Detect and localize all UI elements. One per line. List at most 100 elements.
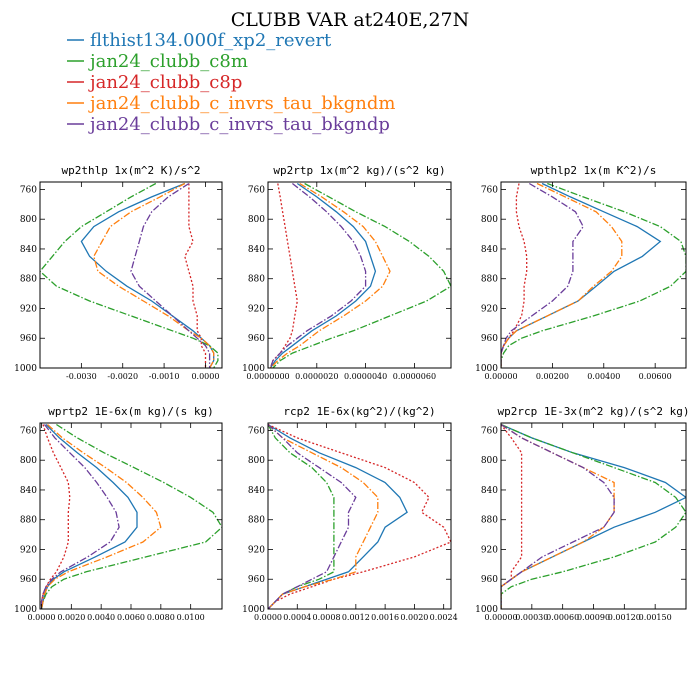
y-tick-label: 920 (481, 304, 498, 314)
x-tick-label: 0.0016 (371, 613, 399, 622)
series-line (269, 182, 391, 368)
x-tick-label: 0.00400 (587, 372, 620, 381)
y-tick-label: 840 (481, 245, 498, 255)
series-line (501, 423, 615, 609)
series-group (269, 182, 451, 368)
y-tick-label: 760 (248, 426, 265, 436)
y-tick-label: 960 (481, 334, 498, 344)
x-tick-label: 0.0012 (342, 613, 370, 622)
y-tick-label: 840 (248, 245, 265, 255)
x-tick-label: 0.0000 (27, 613, 55, 622)
plot-frame (500, 181, 687, 369)
x-tick-label: 0.00120 (608, 613, 641, 622)
y-tick-label: 760 (481, 426, 498, 436)
x-tick-label: 0.00600 (639, 372, 672, 381)
series-line (268, 423, 451, 609)
x-tick-label: 0.0008 (313, 613, 341, 622)
y-tick-label: 840 (248, 486, 265, 496)
y-tick-label: 1000 (475, 605, 498, 615)
series-group (268, 423, 451, 609)
series-line (268, 424, 379, 609)
x-tick-label: 0.0080 (147, 613, 175, 622)
panel-title: wp2thlp 1x(m^2 K)/s^2 (61, 164, 200, 177)
x-tick-label: 0.0000 (254, 613, 282, 622)
panel: wpthlp2 1x(m K^2)/s 760 800 840 880 920 960 100… (475, 164, 687, 381)
y-tick-label: 840 (20, 486, 37, 496)
series-line (184, 183, 207, 368)
y-tick-label: 840 (20, 245, 37, 255)
y-tick-label: 1000 (242, 364, 265, 374)
x-tick-label: 0.0000 (191, 372, 219, 381)
series-line (93, 182, 215, 368)
x-tick-label: 0.00030 (515, 613, 548, 622)
x-tick-label: 0.0004 (283, 613, 311, 622)
y-tick-label: 920 (248, 545, 265, 555)
y-tick-label: 960 (248, 575, 265, 585)
y-tick-label: 880 (20, 516, 37, 526)
plot-frame (267, 422, 452, 610)
y-tick-label: 920 (248, 304, 265, 314)
y-tick-label: 1000 (14, 605, 37, 615)
x-tick-label: 0.0040 (87, 613, 115, 622)
x-tick-label: 0.0000060 (393, 372, 436, 381)
y-tick-label: 880 (248, 275, 265, 285)
y-tick-label: 760 (248, 185, 265, 195)
y-tick-label: 800 (248, 456, 265, 466)
series-line (40, 182, 219, 368)
y-tick-label: 800 (248, 215, 265, 225)
y-tick-label: 880 (248, 516, 265, 526)
plot-frame (500, 422, 687, 610)
y-tick-label: 840 (481, 486, 498, 496)
x-tick-label: 0.00060 (546, 613, 579, 622)
x-tick-label: 0.00000 (484, 613, 517, 622)
x-tick-label: -0.0030 (66, 372, 97, 381)
x-tick-label: 0.0020 (57, 613, 85, 622)
figure-title: CLUBB VAR at240E,27N (231, 9, 470, 31)
y-tick-label: 800 (20, 456, 37, 466)
series-line (268, 424, 335, 609)
y-tick-label: 1000 (475, 364, 498, 374)
y-tick-label: 760 (20, 185, 37, 195)
x-tick-label: 0.00150 (639, 613, 672, 622)
plot-frame (39, 181, 223, 369)
series-line (501, 182, 686, 368)
panel-title: wp2rtp 1x(m^2 kg)/(s^2 kg) (273, 164, 445, 177)
series-line (501, 423, 686, 609)
series-line (80, 182, 215, 368)
series-line (272, 182, 451, 368)
legend-label: jan24_clubb_c8p (88, 72, 242, 93)
plot-frame (267, 181, 452, 369)
x-tick-label: -0.0020 (107, 372, 138, 381)
y-tick-label: 800 (481, 215, 498, 225)
series-line (269, 182, 367, 368)
panel: wp2rcp 1E-3x(m^2 kg)/(s^2 kg) 760 800 840 88… (475, 405, 689, 622)
series-line (40, 424, 138, 609)
x-tick-label: 0.00000 (484, 372, 517, 381)
series-group (40, 423, 222, 609)
series-line (40, 424, 120, 609)
panel: wp2rtp 1x(m^2 kg)/(s^2 kg) 760 800 840 880 92… (242, 164, 452, 381)
y-tick-label: 800 (481, 456, 498, 466)
panel-title: wpthlp2 1x(m K^2)/s (531, 164, 657, 177)
series-line (501, 182, 623, 368)
panel: rcp2 1E-6x(kg^2)/(kg^2) 760 800 840 880 920 96… (242, 405, 458, 622)
legend-label: flthist134.000f_xp2_revert (90, 30, 332, 51)
panel: wprtp2 1E-6x(m kg)/(s kg) 760 800 840 880 920… (14, 405, 223, 622)
series-line (501, 423, 615, 609)
y-tick-label: 760 (481, 185, 498, 195)
legend-label: jan24_clubb_c8m (88, 51, 248, 72)
x-tick-label: 0.0060 (117, 613, 145, 622)
legend-label: jan24_clubb_c_invrs_tau_bkgndp (88, 114, 390, 135)
x-tick-label: 0.0020 (400, 613, 428, 622)
series-line (501, 182, 662, 368)
series-line (501, 423, 686, 609)
y-tick-label: 880 (481, 516, 498, 526)
series-group (501, 182, 686, 368)
y-tick-label: 960 (481, 575, 498, 585)
panel: wp2thlp 1x(m^2 K)/s^2 760 800 840 880 920 960 1… (14, 164, 223, 381)
series-line (130, 182, 211, 368)
x-tick-label: 0.00200 (536, 372, 569, 381)
x-tick-label: 0.00090 (577, 613, 610, 622)
panel-title: rcp2 1E-6x(kg^2)/(kg^2) (283, 405, 435, 418)
